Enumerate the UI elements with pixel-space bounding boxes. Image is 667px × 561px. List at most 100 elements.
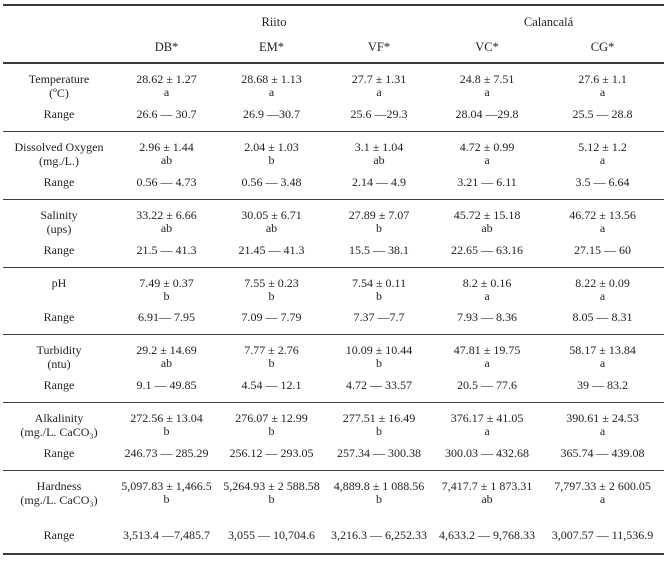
- corner-empty-cell: [3, 5, 115, 33]
- mean-sd-value: 272.56 ± 13.04: [130, 411, 203, 425]
- mean-sd-cell: 7.54 ± 0.11 b: [325, 267, 434, 303]
- station-header-cg: CG*: [541, 33, 665, 64]
- station-header-vc: VC*: [433, 33, 542, 64]
- mean-sd-cell: 3.1 ± 1.04 ab: [325, 131, 434, 168]
- significance-letter: b: [268, 356, 275, 370]
- parameter-unit: (ntu): [47, 357, 71, 371]
- mean-sd-value: 2.04 ± 1.03: [244, 140, 299, 154]
- mean-sd-value: 7.54 ± 0.11: [351, 276, 407, 290]
- mean-sd-cell: 47.81 ± 19.75 a: [433, 334, 542, 371]
- range-value-cell: 25.5 — 28.8: [572, 107, 633, 121]
- table-header: Riito Calancalá DB* EM* VF* VC* CG*: [3, 5, 665, 64]
- parameter-name: Dissolved Oxygen: [14, 140, 104, 154]
- parameter-range-row: Range 9.1 — 49.85 4.54 — 12.1 4.72 — 33.57 2…: [3, 371, 664, 403]
- mean-sd-cell: 27.89 ± 7.07 b: [325, 199, 434, 236]
- significance-letter: a: [268, 85, 275, 99]
- significance-letter: ab: [160, 221, 173, 235]
- station-header-em: EM*: [218, 33, 325, 64]
- range-value-cell: 7.37 —7.7: [353, 310, 405, 324]
- mean-sd-value: 45.72 ± 15.18: [453, 208, 521, 222]
- significance-letter: b: [376, 424, 383, 438]
- significance-letter: ab: [160, 356, 173, 370]
- significance-letter: b: [376, 289, 383, 303]
- range-value-cell: 365.74 — 439.08: [560, 446, 645, 460]
- mean-sd-value: 8.22 ± 0.09: [575, 276, 630, 290]
- station-header-row: DB* EM* VF* VC* CG*: [3, 33, 665, 64]
- mean-sd-cell: 28.68 ± 1.13 a: [218, 62, 325, 100]
- parameter-value-row: Turbidity (ntu) 29.2 ± 14.69 ab 7.77 ± 2.76 b…: [3, 334, 665, 371]
- significance-letter: ab: [481, 492, 493, 506]
- station-header-db: DB*: [115, 33, 218, 64]
- range-value-cell: 4.54 — 12.1: [241, 378, 302, 392]
- range-value-cell: 7.09 — 7.79: [241, 310, 302, 324]
- range-label-cell: Range: [43, 175, 75, 189]
- significance-letter: a: [599, 153, 606, 167]
- range-value-cell: 25.6 —29.3: [350, 107, 408, 121]
- range-value-cell: 28.04 —29.8: [455, 107, 519, 121]
- mean-sd-cell: 45.72 ± 15.18 ab: [433, 199, 542, 236]
- mean-sd-value: 8.2 ± 0.16: [462, 276, 512, 290]
- range-value-cell: 3.5 — 6.64: [575, 175, 630, 189]
- mean-sd-value: 276.07 ± 12.99: [235, 411, 308, 425]
- parameter-range-row: Range 21.5 — 41.3 21.45 — 41.3 15.5 — 38.1 2…: [3, 236, 664, 268]
- parameter-value-row: Temperature (ºC) 28.62 ± 1.27 a 28.68 ± 1.13…: [3, 62, 665, 100]
- significance-letter: a: [163, 85, 170, 99]
- parameter-unit: (ups): [46, 222, 72, 236]
- significance-letter: a: [484, 85, 490, 99]
- parameter-unit: (ºC): [49, 86, 69, 100]
- significance-letter: a: [484, 289, 490, 303]
- range-value-cell: 257.34 — 300.38: [337, 446, 422, 460]
- mean-sd-cell: 7,797.33 ± 2 600.05 a: [541, 470, 665, 507]
- range-label-cell: Range: [43, 310, 75, 324]
- mean-sd-cell: 7,417.7 ± 1 873.31 ab: [433, 470, 542, 507]
- significance-letter: b: [268, 289, 275, 303]
- range-value-cell: 3.21 — 6.11: [457, 175, 517, 189]
- range-value-cell: 3,007.57 — 11,536.9: [551, 528, 654, 542]
- mean-sd-cell: 27.6 ± 1.1 a: [541, 62, 665, 100]
- significance-letter: b: [376, 356, 383, 370]
- significance-letter: a: [376, 85, 382, 99]
- mean-sd-cell: 390.61 ± 24.53 a: [541, 402, 665, 439]
- mean-sd-value: 376.17 ± 41.05: [450, 411, 524, 425]
- parameter-range-row: Range 246.73 — 285.29 256.12 — 293.05 257.3…: [3, 439, 664, 471]
- mean-sd-value: 4.72 ± 0.99: [459, 140, 515, 154]
- range-value-cell: 256.12 — 293.05: [229, 446, 314, 460]
- mean-sd-cell: 277.51 ± 16.49 b: [325, 402, 434, 439]
- mean-sd-cell: 30.05 ± 6.71 ab: [218, 199, 325, 236]
- significance-letter: a: [484, 153, 490, 167]
- mean-sd-cell: 2.96 ± 1.44 ab: [115, 131, 218, 168]
- mean-sd-cell: 8.2 ± 0.16 a: [433, 267, 542, 303]
- significance-letter: b: [268, 492, 275, 506]
- range-value-cell: 2.14 — 4.9: [352, 175, 407, 189]
- parameter-name-cell: Temperature (ºC): [3, 62, 115, 100]
- range-value-cell: 6.91— 7.95: [138, 310, 195, 324]
- empty-header-cell: [3, 33, 115, 64]
- range-value-cell: 26.9 —30.7: [243, 107, 300, 121]
- significance-letter: b: [163, 289, 170, 303]
- parameter-unit: (mg./L. CaCO₃): [20, 425, 98, 439]
- mean-sd-value: 47.81 ± 19.75: [453, 343, 521, 357]
- significance-letter: b: [163, 492, 170, 506]
- mean-sd-cell: 29.2 ± 14.69 ab: [115, 334, 218, 371]
- parameter-value-row: Alkalinity (mg./L. CaCO₃) 272.56 ± 13.04 b 2…: [3, 402, 665, 439]
- mean-sd-value: 5.12 ± 1.2: [578, 140, 627, 154]
- mean-sd-cell: 5,264.93 ± 2 588.58 b: [218, 470, 325, 507]
- parameter-name: Salinity: [40, 208, 78, 222]
- significance-letter: a: [484, 356, 490, 370]
- range-value-cell: 7.93 — 8.36: [457, 310, 518, 324]
- parameter-range-row: Range 3,513.4 —7,485.7 3,055 — 10,704.6 3,2…: [3, 507, 664, 554]
- mean-sd-cell: 2.04 ± 1.03 b: [218, 131, 325, 168]
- range-value-cell: 3,216.3 — 6,252.33: [331, 528, 428, 542]
- range-value-cell: 4,633.2 — 9,768.33: [439, 528, 536, 542]
- parameter-name-cell: Turbidity (ntu): [3, 334, 115, 371]
- parameter-value-row: pH 7.49 ± 0.37 b 7.55 ± 0.23 b 7.54 ± 0.11 b 8.…: [3, 267, 665, 303]
- mean-sd-value: 390.61 ± 24.53: [566, 411, 639, 425]
- range-value-cell: 246.73 — 285.29: [124, 446, 209, 460]
- mean-sd-cell: 24.8 ± 7.51 a: [433, 62, 542, 100]
- mean-sd-value: 7.55 ± 0.23: [244, 276, 299, 290]
- parameter-range-row: Range 0.56 — 4.73 0.56 — 3.48 2.14 — 4.9 3.2…: [3, 168, 664, 200]
- group-header-riito: Riito: [261, 15, 287, 29]
- range-value-cell: 39 — 83.2: [577, 378, 629, 392]
- parameter-range-row: Range 6.91— 7.95 7.09 — 7.79 7.37 —7.7 7.93 …: [3, 303, 664, 335]
- mean-sd-value: 33.22 ± 6.66: [136, 208, 197, 222]
